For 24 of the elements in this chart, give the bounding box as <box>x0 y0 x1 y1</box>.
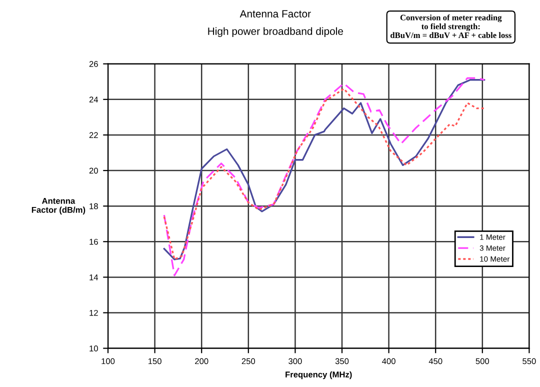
y-tick-label: 12 <box>90 310 98 316</box>
y-tick-label: 14 <box>90 274 98 280</box>
y-tick-label: 10 <box>90 346 98 352</box>
x-tick-label: 350 <box>335 358 349 364</box>
chart-subtitle: High power broadband dipole <box>208 27 343 37</box>
x-tick-label: 450 <box>428 358 442 364</box>
x-tick-label: 550 <box>522 358 536 364</box>
x-tick-label: 250 <box>242 358 256 364</box>
y-tick-label: 24 <box>89 96 98 102</box>
x-tick-label: 500 <box>476 358 490 364</box>
x-tick-label: 300 <box>288 358 302 364</box>
y-tick-label: 18 <box>90 203 98 210</box>
chart-title: Antenna Factor <box>240 10 311 18</box>
y-tick-label: 26 <box>89 61 98 67</box>
x-tick-label: 200 <box>195 358 208 364</box>
y-axis-title: Antenna Factor (dB/m) <box>32 198 86 214</box>
y-tick-label: 22 <box>89 132 98 138</box>
y-tick-label: 20 <box>89 168 98 174</box>
x-tick-label: 400 <box>382 358 396 364</box>
x-tick-label: 150 <box>148 358 162 364</box>
x-axis-title: Frequency (MHz) <box>286 371 352 380</box>
text: Conversion of meter reading to field strength: dBuV/m = dBuV + AF + cable loss <box>390 14 512 38</box>
x-tick-label: 100 <box>102 358 115 364</box>
y-tick-label: 16 <box>90 238 98 245</box>
